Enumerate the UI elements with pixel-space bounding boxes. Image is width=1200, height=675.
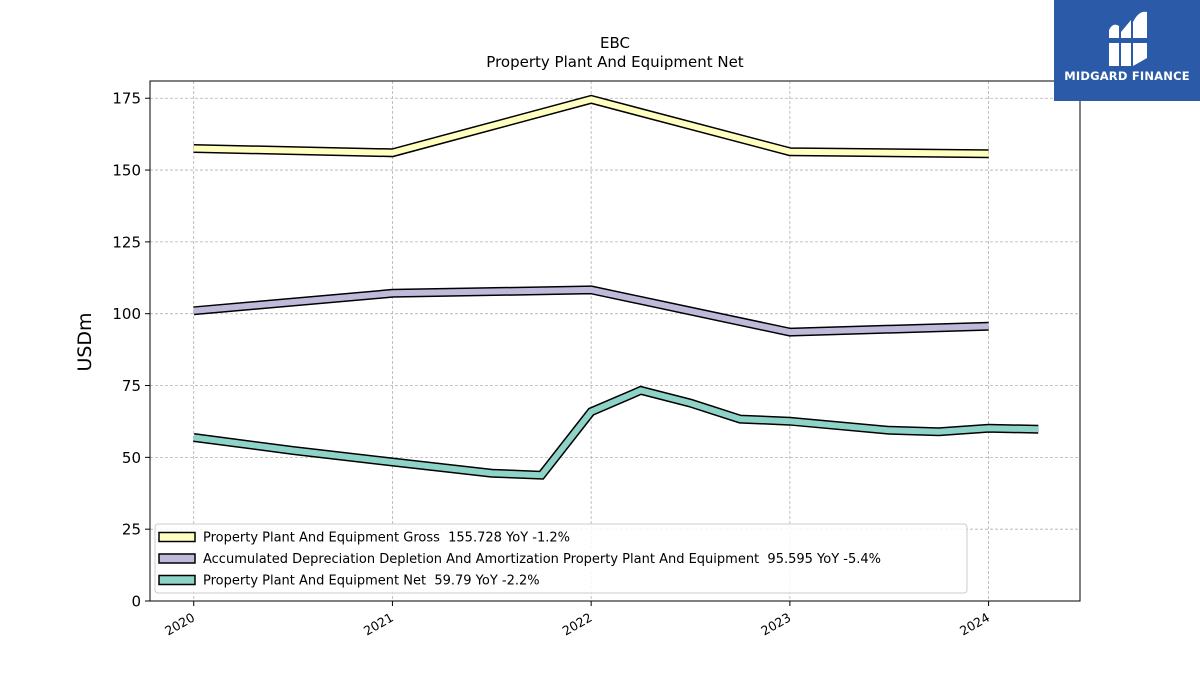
y-axis-label: USDm xyxy=(74,312,96,371)
series-line xyxy=(193,285,989,337)
legend-label: Property Plant And Equipment Gross 155.7… xyxy=(203,531,570,546)
plot-frame xyxy=(149,80,1081,602)
legend-box xyxy=(154,523,968,594)
chart-subtitle: Property Plant And Equipment Net xyxy=(486,53,743,71)
y-tick-label: 100 xyxy=(112,305,141,323)
x-tick-label: 2023 xyxy=(758,610,793,639)
y-tick-label: 25 xyxy=(122,521,141,539)
x-tick-label: 2022 xyxy=(560,610,595,639)
series-line xyxy=(193,385,1039,480)
x-tick-label: 2024 xyxy=(957,610,992,639)
y-tick-label: 150 xyxy=(112,162,141,180)
series-line xyxy=(193,94,989,159)
grid xyxy=(150,81,1080,602)
y-tick-label: 175 xyxy=(112,90,141,108)
legend: Property Plant And Equipment Gross 155.7… xyxy=(154,523,968,594)
series-lines xyxy=(193,94,1039,480)
axes: 0 25 50 75 100 125 150 175 2020 2021 2022 2023 2024 xyxy=(112,90,992,639)
brand-name: MIDGARD FINANCE xyxy=(1064,69,1190,83)
y-tick-label: 75 xyxy=(122,377,141,395)
series-line-fill xyxy=(193,387,1039,479)
legend-label: Property Plant And Equipment Net 59.79 Y… xyxy=(203,574,540,589)
x-tick-label: 2021 xyxy=(361,610,396,639)
y-tick-label: 50 xyxy=(122,449,141,467)
series-line-fill xyxy=(193,286,989,336)
x-tick-label: 2020 xyxy=(162,610,197,639)
legend-swatch xyxy=(158,531,196,543)
series-line-fill xyxy=(193,96,989,157)
legend-swatch xyxy=(158,553,196,564)
y-tick-label: 125 xyxy=(112,233,141,251)
midgard-finance-logo: MIDGARD FINANCE xyxy=(1054,0,1200,101)
y-tick-label: 0 xyxy=(131,593,141,611)
chart-title: EBC xyxy=(600,34,630,52)
legend-label: Accumulated Depreciation Depletion And A… xyxy=(203,552,881,567)
logo-mark-icon xyxy=(1103,11,1151,67)
legend-swatch xyxy=(158,574,196,586)
